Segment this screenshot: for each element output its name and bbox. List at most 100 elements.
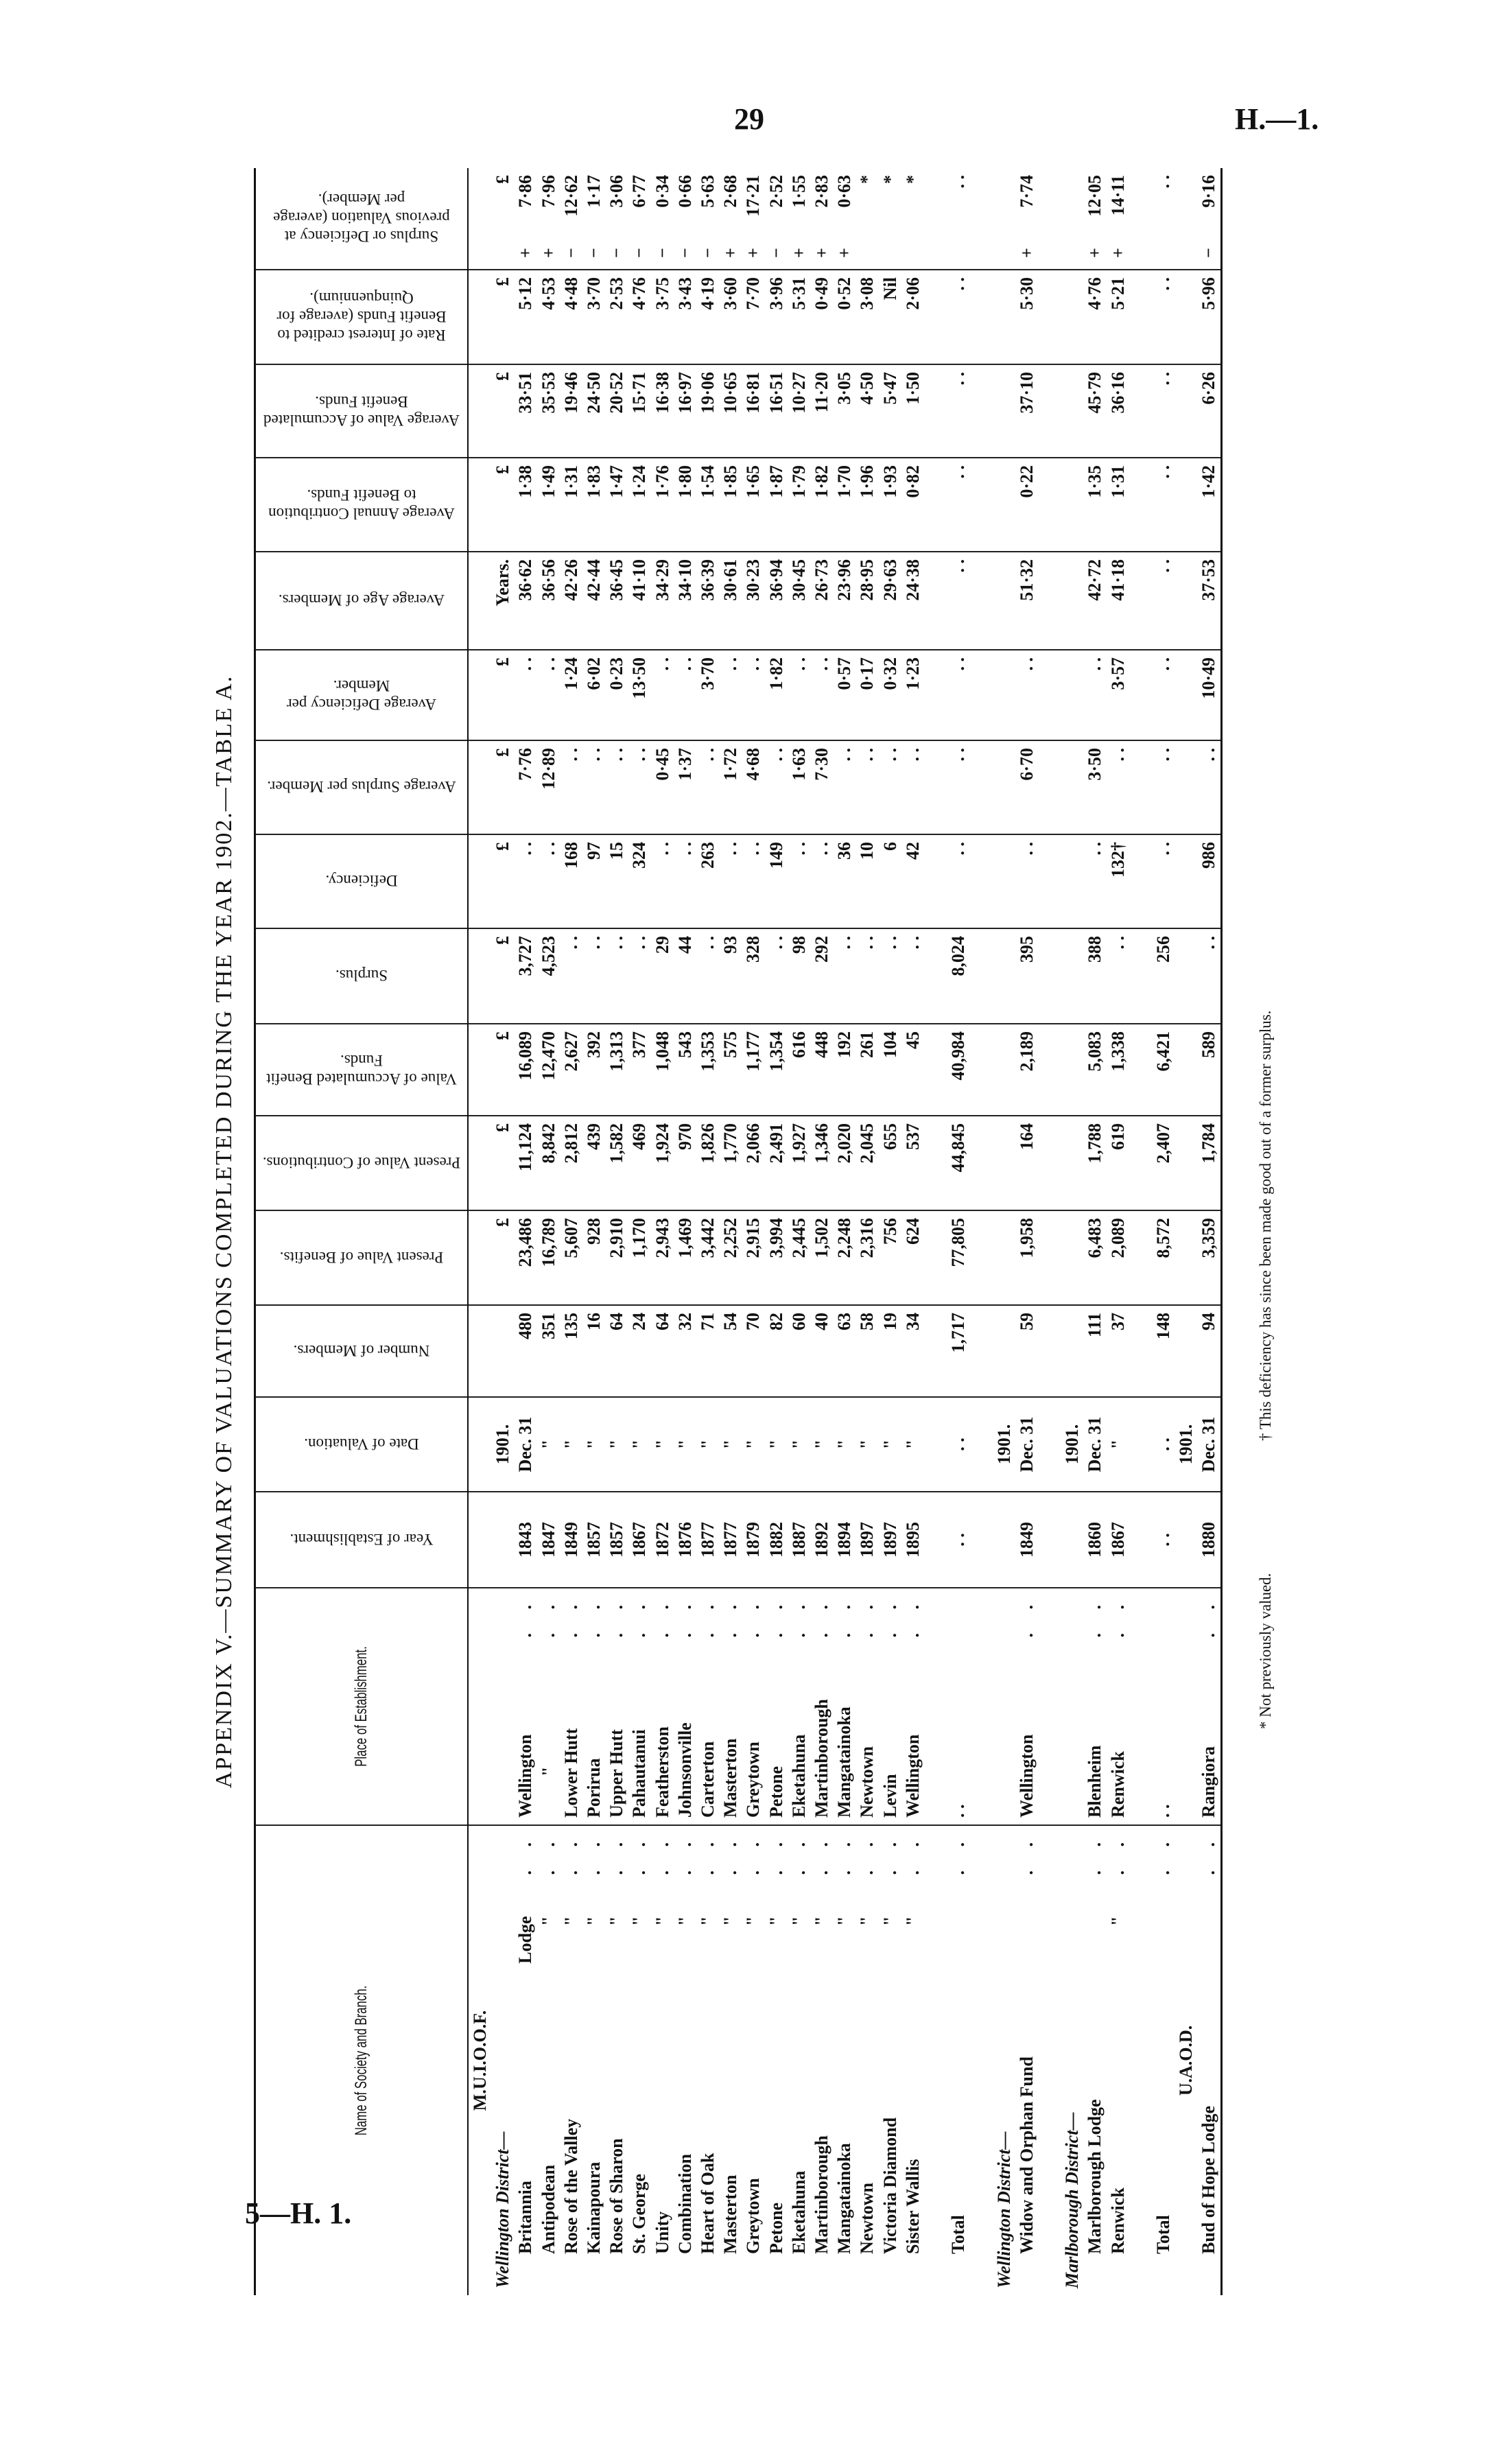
cell-avg-age [1061, 552, 1084, 650]
value: 19·06 [698, 372, 718, 414]
cell-place: . . [947, 1588, 970, 1825]
cell-avg-surplus: 1·72 [719, 740, 742, 834]
cell-year [1038, 1492, 1061, 1588]
cell-avg-surplus: . . [855, 740, 879, 834]
cell-date: 1901. [1061, 1397, 1084, 1492]
cell-avg-deficiency [924, 650, 947, 740]
column-header-previous-valuation: Surplus or Deficiency at previous Valuat… [255, 168, 468, 270]
cell-contributions: 1,927 [787, 1116, 811, 1210]
lodge-name: Heart of Oak [698, 2152, 718, 2254]
cell-avg-age: 42·26 [559, 552, 583, 650]
cell-place: Porirua . . [582, 1588, 606, 1825]
lodge-name: Greytown [743, 2178, 764, 2254]
value: . . [788, 657, 809, 671]
cell-members [1129, 1305, 1153, 1397]
value: 1895 [902, 1522, 923, 1558]
place-name: . . [1153, 1804, 1174, 1818]
value: . . [948, 1438, 969, 1451]
cell-members: 58 [855, 1305, 879, 1397]
value: . . [674, 842, 695, 856]
value: " [834, 1439, 855, 1450]
value: " [812, 1439, 832, 1450]
column-header-members: Number of Members. [255, 1305, 468, 1397]
value: . . [834, 748, 855, 762]
value: 1860 [1085, 1522, 1105, 1558]
table-row: St. George . . " Pahautanui . . 1867 " 24 1,170 4… [628, 168, 651, 2295]
value: . . [880, 936, 900, 950]
value: " [674, 1439, 695, 1450]
value: . . [948, 465, 969, 479]
value: 2,248 [834, 1218, 855, 1258]
cell-avg-age: 30·45 [787, 552, 811, 650]
cell-place: Wellington . . [901, 1588, 925, 1825]
cell-place: Upper Hutt . . [605, 1588, 628, 1825]
value: 1901. [493, 1424, 513, 1465]
value: 1·55 [788, 175, 809, 208]
cell-funds: 1,048 [650, 1024, 674, 1116]
value: 537 [902, 1123, 923, 1150]
column-header-contributions: Present Value of Contributions. [255, 1116, 468, 1210]
cell-contributions: 1,826 [696, 1116, 720, 1210]
value: 263 [698, 842, 718, 869]
cell-contributions: 2,812 [559, 1116, 583, 1210]
value: 35·53 [538, 372, 558, 414]
cell-date: Dec. 31 [1015, 1397, 1039, 1492]
column-header-label: Average Surplus per Member. [267, 779, 456, 796]
value: 1·70 [834, 465, 855, 498]
cell-members: 1,717 [947, 1305, 970, 1397]
value: 3,359 [1199, 1218, 1219, 1258]
cell-interest-rate: 0·52 [833, 270, 856, 364]
cell-benefits [969, 1210, 993, 1305]
sign-indicator: − [629, 248, 650, 258]
value: 104 [880, 1031, 900, 1058]
cell-avg-surplus: . . [878, 740, 901, 834]
cell-contributions: 970 [673, 1116, 697, 1210]
cell-place: Johnsonville . . [673, 1588, 697, 1825]
cell-previous-valuation: − 5·63 [696, 168, 720, 270]
table-row: Kainapoura . . " Porirua . . 1857 " 16 928 439 392… [582, 168, 606, 2295]
lodge-name: Marlborough Lodge [1085, 2099, 1105, 2254]
sign-indicator: + [538, 248, 558, 258]
cell-previous-valuation: * [901, 168, 925, 270]
value: 2,407 [1153, 1123, 1174, 1164]
cell-funds: 1,313 [605, 1024, 628, 1116]
value: 1,958 [1016, 1218, 1037, 1258]
value: 928 [584, 1218, 604, 1245]
value: 1,353 [698, 1031, 718, 1072]
column-header-label: Average Value of Accumulated Benefit Fun… [263, 393, 460, 429]
cell-surplus [1038, 928, 1061, 1024]
cell-date: " [650, 1397, 674, 1492]
cell-avg-funds: 19·06 [696, 364, 720, 458]
cell-avg-deficiency [992, 650, 1015, 740]
table-row: Sister Wallis . . " Wellington . . 1895 " 34 624… [901, 168, 925, 2295]
cell-deficiency: . . [1083, 834, 1107, 928]
cell-surplus: 256 [1152, 928, 1175, 1024]
lodge-suffix: " [857, 1916, 877, 1926]
cell-place: Renwick . . [1106, 1588, 1129, 1825]
cell-year: 1897 [855, 1492, 879, 1588]
lodge-suffix: " [880, 1916, 900, 1926]
value: 1·17 [584, 175, 604, 208]
value: 2·52 [766, 175, 786, 208]
value: 98 [788, 936, 809, 954]
cell-members: 37 [1106, 1305, 1129, 1397]
value: 34 [902, 1313, 923, 1330]
column-header-label: Deficiency. [325, 873, 398, 890]
value: 32 [674, 1313, 695, 1330]
cell-funds: 589 [1197, 1024, 1222, 1116]
value: 388 [1085, 936, 1105, 963]
cell-contributions: 11,124 [514, 1116, 537, 1210]
cell-deficiency: 168 [559, 834, 583, 928]
cell-date [1038, 1397, 1061, 1492]
value: 7·86 [515, 175, 536, 208]
value: 1·24 [560, 657, 581, 690]
cell-avg-age: 30·61 [719, 552, 742, 650]
cell-year [924, 1492, 947, 1588]
value: 51·32 [1016, 559, 1037, 601]
cell-members: 94 [1197, 1305, 1222, 1397]
value: 16·97 [674, 372, 695, 414]
table-row: Rose of the Valley . . " Lower Hutt . . 1849 "… [559, 168, 583, 2295]
cell-name [924, 1825, 947, 2295]
cell-avg-contribution [1175, 458, 1198, 552]
value: 5·63 [698, 175, 718, 208]
